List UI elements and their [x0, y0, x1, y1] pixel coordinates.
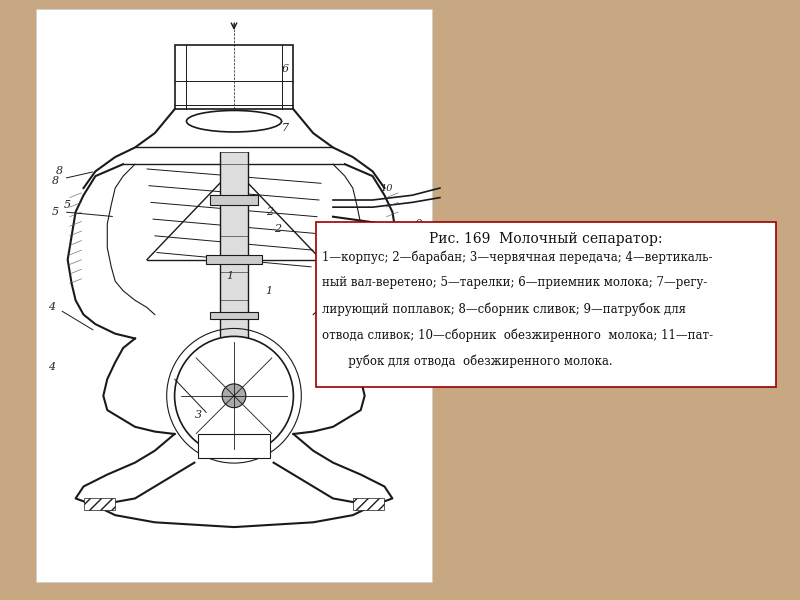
Text: 2: 2 [266, 207, 273, 217]
Text: 4: 4 [48, 302, 55, 313]
FancyBboxPatch shape [206, 255, 262, 265]
FancyBboxPatch shape [210, 195, 258, 205]
Text: 8: 8 [52, 176, 59, 186]
Text: 1: 1 [266, 286, 273, 296]
Text: рубок для отвода  обезжиренного молока.: рубок для отвода обезжиренного молока. [322, 354, 613, 367]
FancyBboxPatch shape [220, 319, 248, 403]
Text: лирующий поплавок; 8—сборник сливок; 9—патрубок для: лирующий поплавок; 8—сборник сливок; 9—п… [322, 302, 686, 316]
FancyBboxPatch shape [316, 222, 776, 387]
Text: 9: 9 [416, 220, 422, 229]
Text: 2: 2 [274, 224, 281, 233]
Bar [83, 499, 115, 511]
Text: 1—корпус; 2—барабан; 3—червячная передача; 4—вертикаль-: 1—корпус; 2—барабан; 3—червячная передач… [322, 250, 713, 263]
Text: 10: 10 [381, 184, 393, 193]
FancyBboxPatch shape [220, 152, 248, 319]
FancyBboxPatch shape [174, 45, 294, 109]
Text: Рис. 169  Молочный сепаратор:: Рис. 169 Молочный сепаратор: [430, 232, 662, 246]
Text: 11: 11 [393, 262, 405, 271]
FancyBboxPatch shape [36, 9, 432, 582]
Circle shape [174, 337, 294, 455]
Text: 7: 7 [282, 124, 289, 133]
Text: 6: 6 [282, 64, 289, 74]
Ellipse shape [186, 110, 282, 132]
Bar [353, 499, 385, 511]
FancyBboxPatch shape [198, 434, 270, 458]
Text: 1: 1 [226, 271, 234, 281]
Text: отвода сливок; 10—сборник  обезжиренного  молока; 11—пат-: отвода сливок; 10—сборник обезжиренного … [322, 328, 713, 341]
Text: 5: 5 [52, 207, 59, 217]
Text: ный вал-веретено; 5—тарелки; 6—приемник молока; 7—регу-: ный вал-веретено; 5—тарелки; 6—приемник … [322, 276, 707, 289]
FancyBboxPatch shape [210, 312, 258, 319]
Text: 5: 5 [64, 200, 71, 210]
Text: 4: 4 [48, 362, 55, 372]
Text: 3: 3 [194, 410, 202, 420]
Circle shape [222, 384, 246, 407]
Text: 8: 8 [56, 166, 63, 176]
